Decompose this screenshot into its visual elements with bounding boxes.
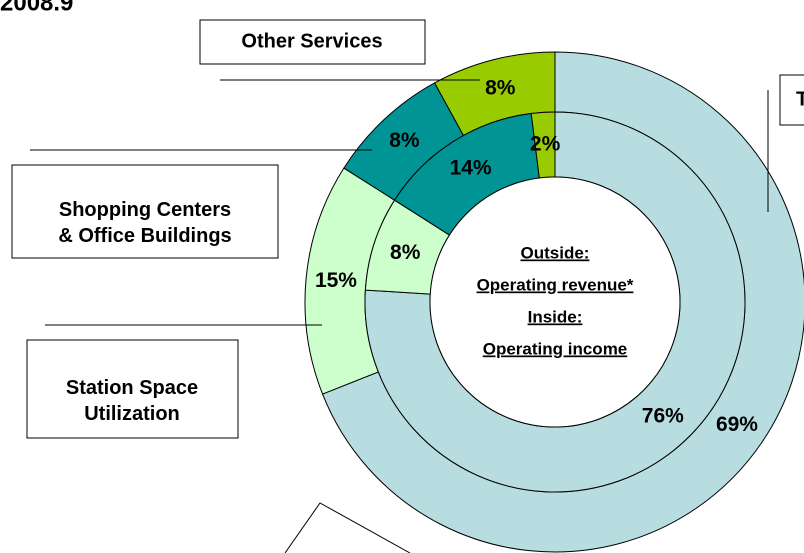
percent-label: 15% [315, 269, 357, 292]
callout-box [199, 19, 426, 65]
percent-label: 8% [390, 241, 421, 264]
percent-label: 69% [716, 413, 758, 436]
callout-box [26, 339, 239, 439]
center-text: Inside: [528, 307, 583, 326]
category-label: Shopping Centers & Office Buildings [58, 199, 231, 247]
callout-box [779, 74, 804, 126]
rings [304, 51, 804, 553]
center-hole [429, 176, 681, 428]
category-label: Station Space Utilization [66, 377, 198, 425]
percent-label: 8% [485, 76, 516, 99]
center-text: Operating revenue* [477, 275, 634, 294]
percent-label: 2% [530, 132, 561, 155]
category-label: T [796, 88, 804, 110]
category-label: Other Services [241, 30, 382, 52]
center-text: Operating income [483, 339, 628, 358]
callout-box [284, 502, 411, 553]
percent-label: 14% [450, 157, 492, 180]
chart-title: 2008.9 [0, 0, 73, 16]
center-text: Outside: [521, 243, 590, 262]
percent-label: 8% [389, 129, 420, 152]
percent-label: 76% [642, 404, 684, 427]
callout-box [11, 164, 279, 259]
